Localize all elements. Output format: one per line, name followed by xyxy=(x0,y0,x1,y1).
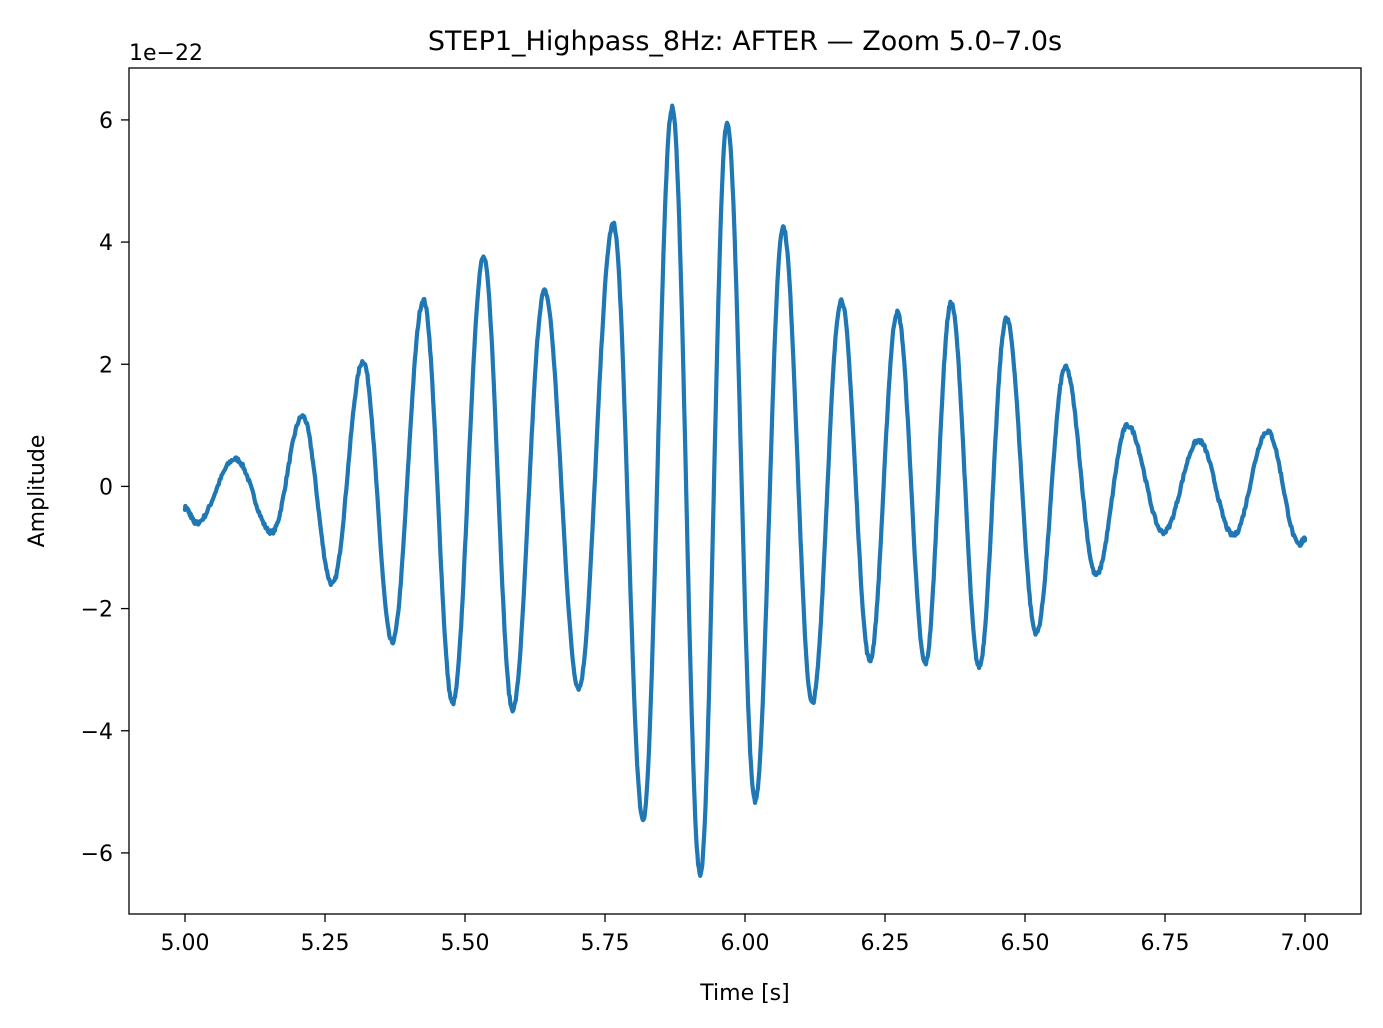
y-tick-label: −2 xyxy=(81,598,113,623)
x-tick-label: 6.00 xyxy=(721,931,770,956)
y-axis-offset-label: 1e−22 xyxy=(129,41,203,66)
x-tick-label: 6.50 xyxy=(1001,931,1050,956)
x-tick-label: 5.25 xyxy=(301,931,350,956)
y-tick-label: −6 xyxy=(81,842,113,867)
x-axis: 5.00 5.25 5.50 5.75 6.00 6.25 6.50 6.75 7.00 xyxy=(161,914,1330,956)
x-tick-label: 5.50 xyxy=(441,931,490,956)
y-tick-label: 4 xyxy=(99,231,113,256)
series-line-0 xyxy=(182,103,1308,878)
y-tick-label: 6 xyxy=(99,109,113,134)
chart-title: STEP1_Highpass_8Hz: AFTER — Zoom 5.0–7.0… xyxy=(428,26,1062,57)
y-axis-label: Amplitude xyxy=(25,435,50,548)
y-axis: −6 −4 −2 0 2 4 6 xyxy=(81,109,129,867)
y-tick-label: 0 xyxy=(99,475,113,500)
x-tick-label: 5.75 xyxy=(581,931,630,956)
x-tick-label: 5.00 xyxy=(161,931,210,956)
x-tick-label: 6.25 xyxy=(861,931,910,956)
y-tick-label: 2 xyxy=(99,353,113,378)
x-axis-label: Time [s] xyxy=(699,981,789,1006)
y-tick-label: −4 xyxy=(81,720,113,745)
series-layer xyxy=(182,103,1308,878)
x-tick-label: 6.75 xyxy=(1141,931,1190,956)
plot-area xyxy=(129,68,1361,914)
x-tick-label: 7.00 xyxy=(1281,931,1330,956)
